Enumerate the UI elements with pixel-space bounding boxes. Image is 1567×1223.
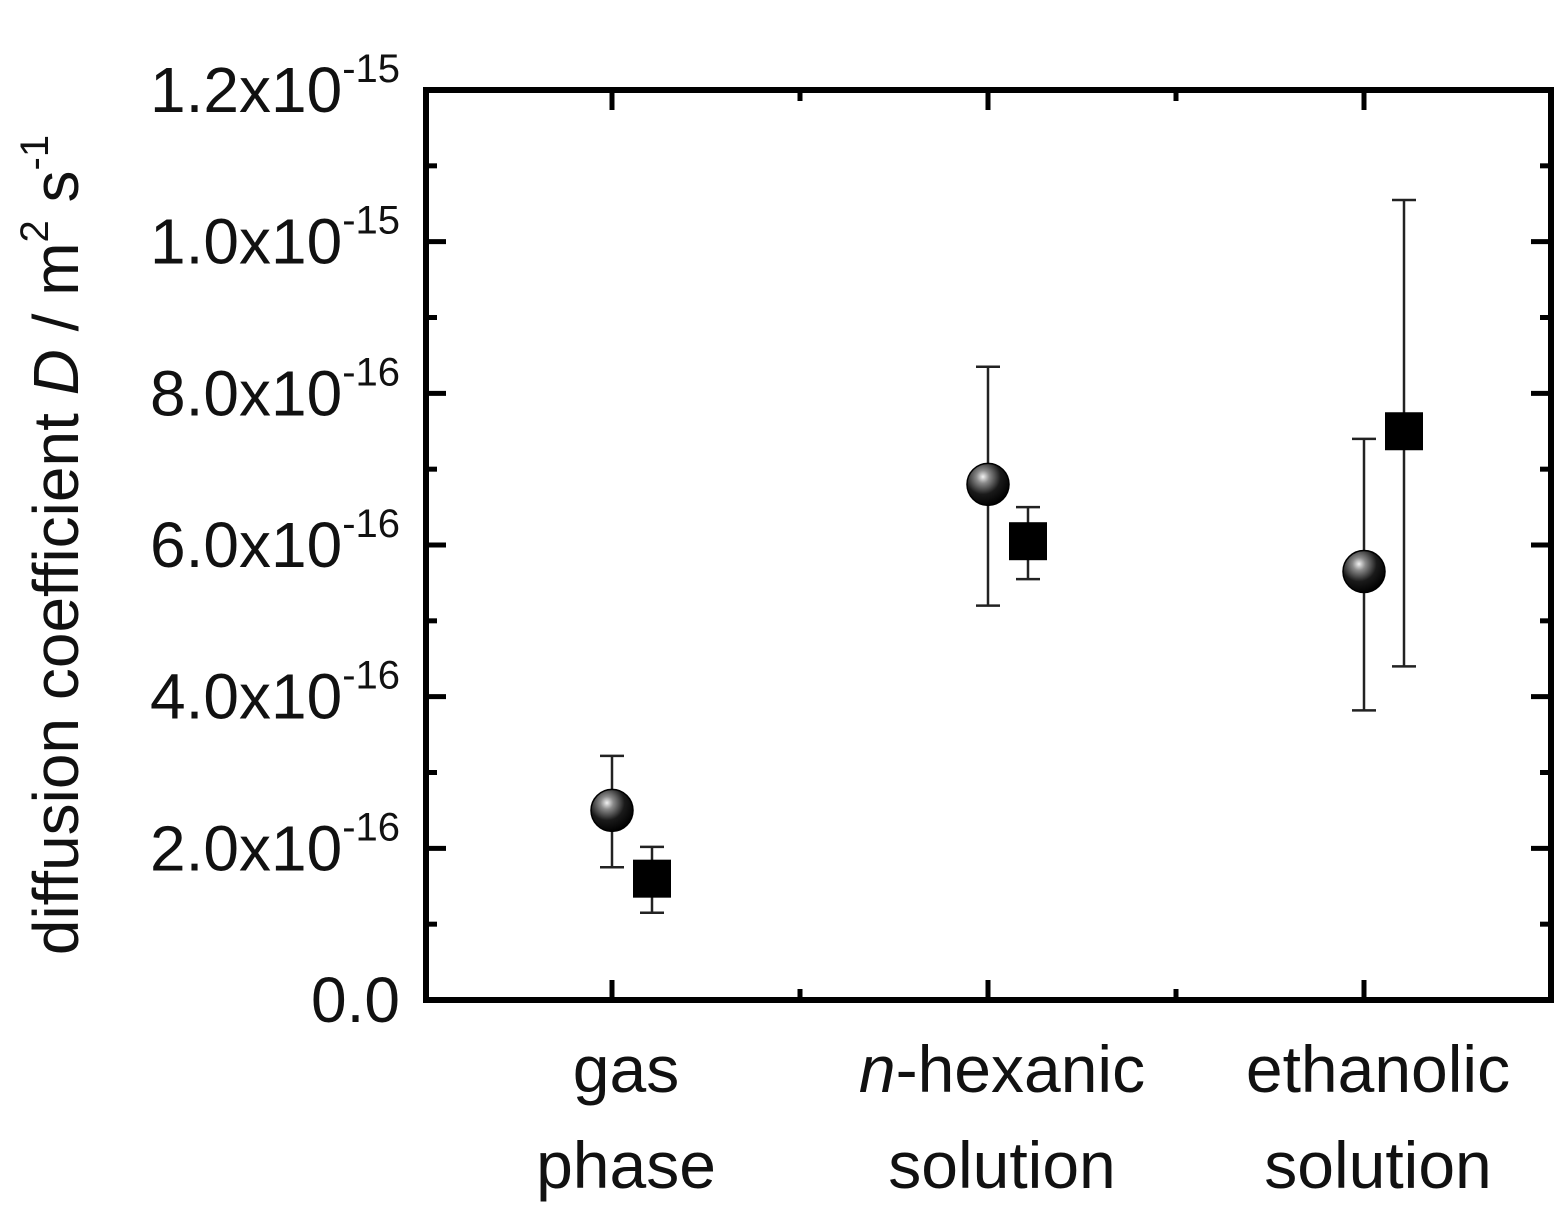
plot-frame [423,87,1554,1003]
y-tick-label: 0.0 [311,964,400,1036]
y-tick-label: 2.0x10-16 [150,805,400,884]
y-axis-title-group: diffusion coefficient D / m2 s-1 [13,135,92,955]
data-point-sphere [966,462,1010,507]
x-category-label: solution [1264,1128,1492,1202]
x-category-label: gas [573,1032,679,1106]
data-point-sphere [590,788,634,833]
x-category-label: n-hexanic [859,1032,1145,1106]
y-tick-labels: 0.0 2.0x10-16 4.0x10-16 6.0x10-16 8.0x10-16 1… [150,47,400,1036]
y-tick-label: 1.2x10-15 [150,47,400,126]
x-category-label: ethanolic [1246,1032,1510,1106]
y-tick-label: 6.0x10-16 [150,502,400,581]
data-point-sphere [1342,549,1386,594]
data-points [590,412,1423,898]
data-point-square [633,859,671,898]
data-point-square [1385,412,1423,451]
y-tick-label: 4.0x10-16 [150,654,400,733]
error-bars [600,198,1416,915]
y-axis-title: diffusion coefficient D / m2 s-1 [13,135,92,955]
y-tick-label: 8.0x10-16 [150,350,400,429]
data-point-square [1009,522,1047,561]
x-category-label: phase [536,1128,716,1202]
y-tick-label: 1.0x10-15 [150,199,400,278]
x-category-labels: gas phase n-hexanic solution ethanolic soluti… [536,1032,1510,1202]
x-category-label: solution [888,1128,1116,1202]
